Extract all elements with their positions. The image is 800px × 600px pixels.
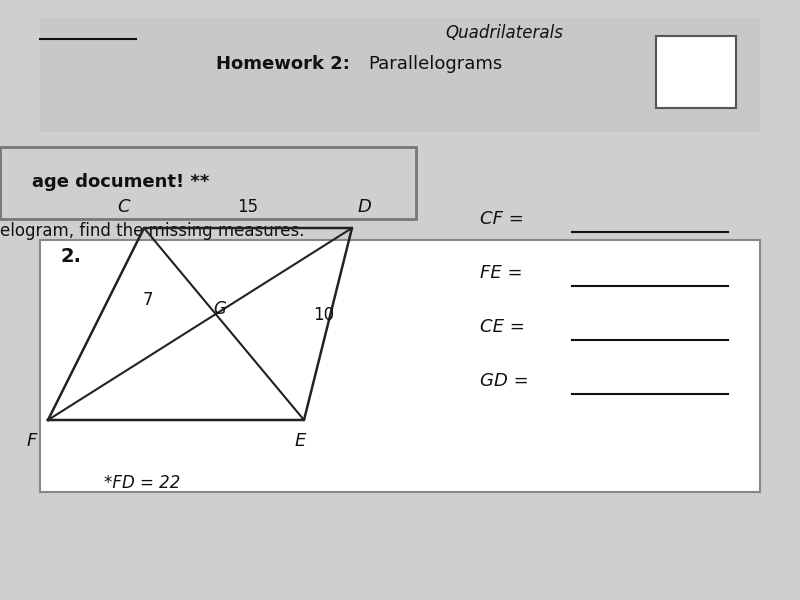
Bar (656, 36, 736, 108)
Text: CE =: CE = (480, 318, 530, 336)
Text: Homework 2:: Homework 2: (216, 55, 350, 73)
Text: Quadrilaterals: Quadrilaterals (445, 24, 563, 42)
Text: CF =: CF = (480, 210, 530, 228)
Bar (40, 240, 760, 492)
Text: Parallelograms: Parallelograms (368, 55, 502, 73)
Text: 15: 15 (238, 198, 258, 216)
Text: E: E (294, 432, 306, 450)
Text: 2.: 2. (60, 247, 81, 266)
Text: FE =: FE = (480, 264, 528, 282)
Text: F: F (27, 432, 37, 450)
Text: *FD = 22: *FD = 22 (104, 474, 180, 492)
Text: G: G (214, 300, 226, 318)
Text: GD =: GD = (480, 372, 534, 390)
Text: elogram, find the missing measures.: elogram, find the missing measures. (0, 222, 305, 240)
Text: 7: 7 (142, 291, 154, 309)
Text: D: D (357, 198, 371, 216)
Text: age document! **: age document! ** (32, 173, 210, 191)
Text: C: C (118, 198, 130, 216)
Bar (0, 147, 416, 219)
Text: 10: 10 (314, 306, 334, 324)
Bar (40, 18, 760, 132)
